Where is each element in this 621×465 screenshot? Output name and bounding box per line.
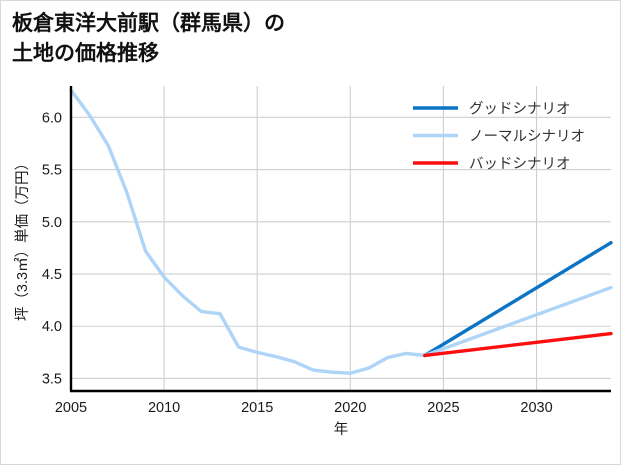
page-title: 板倉東洋大前駅（群馬県）の 土地の価格推移 <box>12 12 285 65</box>
y-tick-label: 5.5 <box>42 163 62 179</box>
legend-label: グッドシナリオ <box>469 101 571 118</box>
legend-label: バッドシナリオ <box>469 157 571 173</box>
x-tick-label: 2020 <box>334 400 366 416</box>
y-tick-label: 4.5 <box>42 267 62 283</box>
x-axis-title: 年 <box>334 421 349 438</box>
x-tick-label: 2025 <box>427 400 459 416</box>
x-tick-label: 2030 <box>520 400 552 416</box>
y-axis-title: 坪（3.3㎡）単価（万円） <box>14 156 31 321</box>
y-tick-label: 4.0 <box>42 319 62 335</box>
series-line <box>69 88 427 375</box>
series-group <box>69 88 613 375</box>
x-tick-label: 2010 <box>148 400 180 416</box>
series-line <box>423 285 613 358</box>
series-line <box>423 240 613 358</box>
axis-titles-group: 年 坪（3.3㎡）単価（万円） <box>14 156 348 438</box>
legend-label: ノーマルシナリオ <box>469 129 585 145</box>
y-tick-label: 6.0 <box>42 110 62 126</box>
series-line <box>423 331 613 358</box>
axis-spines <box>69 86 611 393</box>
y-tick-label: 3.5 <box>42 371 62 387</box>
x-tick-label: 2015 <box>241 400 273 416</box>
x-tick-label: 2005 <box>55 400 87 416</box>
axis-tick-labels: 3.5 4.0 4.5 5.0 5.5 6.0 2005 2010 2015 2020 2025 20… <box>42 110 553 416</box>
y-tick-label: 5.0 <box>42 215 62 231</box>
